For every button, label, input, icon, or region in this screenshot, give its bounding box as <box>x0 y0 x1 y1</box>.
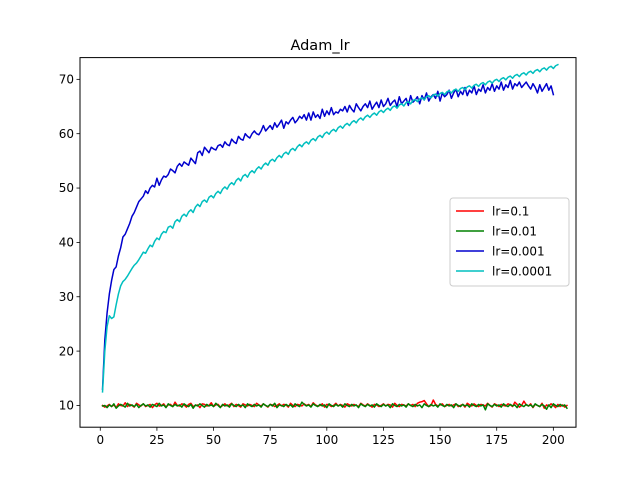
x-tick-label-1: 25 <box>149 433 164 447</box>
y-tick-label-6: 70 <box>59 73 74 87</box>
legend-label-0: lr=0.1 <box>492 205 529 219</box>
x-tick-label-2: 50 <box>206 433 221 447</box>
legend: lr=0.1 lr=0.01 lr=0.001 lr=0.0001 <box>449 197 570 287</box>
x-tick-label-5: 125 <box>372 433 395 447</box>
series-line-2 <box>101 79 555 390</box>
legend-label-2: lr=0.001 <box>492 245 545 259</box>
y-tick-label-4: 50 <box>59 181 74 195</box>
x-axis: 0 25 50 75 100 125 150 175 200 <box>96 427 565 447</box>
legend-label-1: lr=0.01 <box>492 225 537 239</box>
x-tick-label-7: 175 <box>485 433 508 447</box>
x-tick-label-8: 200 <box>542 433 565 447</box>
x-tick-label-3: 75 <box>263 433 278 447</box>
legend-box <box>449 197 570 287</box>
series-layer <box>101 63 568 411</box>
x-tick-label-4: 100 <box>315 433 338 447</box>
series-line-3 <box>101 63 559 393</box>
y-tick-label-5: 60 <box>59 127 74 141</box>
y-tick-label-0: 10 <box>59 399 74 413</box>
y-tick-label-3: 40 <box>59 236 74 250</box>
x-tick-label-0: 0 <box>96 433 104 447</box>
y-tick-label-1: 20 <box>59 344 74 358</box>
series-line-1 <box>101 401 568 411</box>
legend-label-3: lr=0.0001 <box>492 265 552 279</box>
y-tick-label-2: 30 <box>59 290 74 304</box>
y-axis: 10 20 30 40 50 60 70 <box>59 73 80 413</box>
x-tick-label-6: 150 <box>429 433 452 447</box>
chart-title: Adam_lr <box>290 38 349 54</box>
